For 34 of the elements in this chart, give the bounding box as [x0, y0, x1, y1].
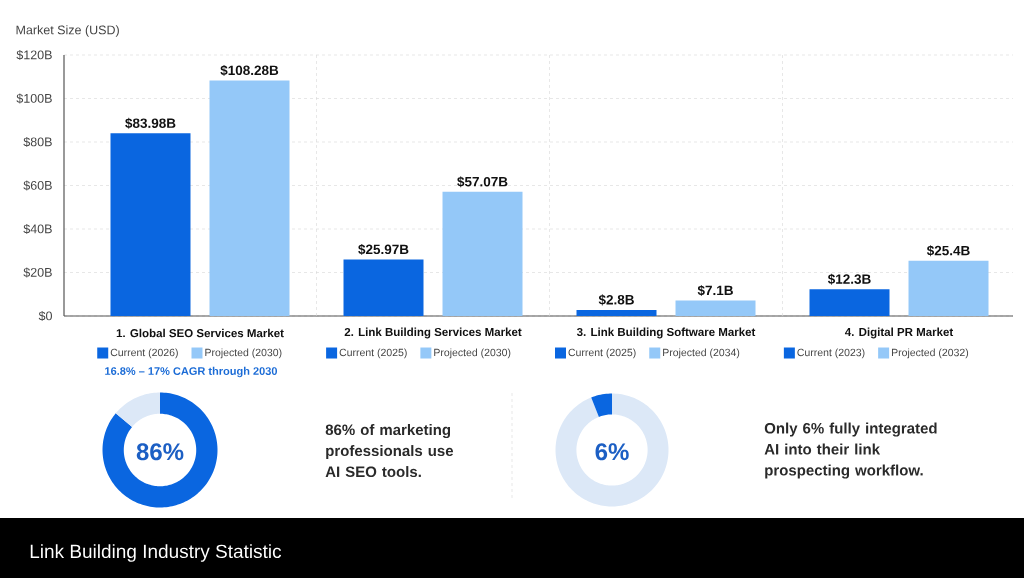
- y-tick-label: $100B: [16, 93, 52, 104]
- y-tick-label: $80B: [23, 136, 52, 148]
- legend-label: Projected (2032): [891, 348, 969, 359]
- text: Link Building Industry Statistic: [30, 544, 282, 562]
- legend-label: Current (2025): [568, 348, 636, 359]
- data-label: $7.1B: [697, 285, 733, 297]
- data-label: $83.98B: [125, 117, 176, 129]
- legend-label: Projected (2030): [205, 348, 282, 359]
- y-tick-label: $60B: [23, 180, 52, 191]
- text: Only 6% fully integrated AI into their link prospecting workflow.: [764, 422, 937, 479]
- data-label: $108.28B: [220, 64, 279, 76]
- data-label: $25.4B: [926, 245, 970, 257]
- text: 86%: [136, 443, 184, 461]
- data-label: $57.07B: [457, 176, 508, 188]
- y-tick-label: $20B: [23, 267, 52, 278]
- data-label: $2.8B: [598, 294, 634, 306]
- text: 86% of marketing professionals use AI SEO tools.: [325, 424, 454, 478]
- y-tick-label: $40B: [23, 223, 52, 235]
- y-tick-label: $120B: [16, 49, 52, 61]
- legend-label: Current (2026): [110, 348, 178, 359]
- data-label: $25.97B: [358, 243, 409, 255]
- x-tick-label: 1. Global SEO Services Market: [116, 328, 284, 338]
- text: 16.8% – 17% CAGR through 2030: [105, 366, 278, 378]
- legend-label: Current (2025): [339, 348, 407, 359]
- legend-label: Current (2023): [797, 348, 865, 359]
- legend-label: Projected (2034): [663, 348, 740, 359]
- legend-label: Projected (2030): [434, 348, 511, 359]
- y-tick-label: $0: [38, 310, 52, 322]
- data-label: $12.3B: [827, 273, 871, 285]
- text: 6%: [595, 443, 629, 461]
- y-axis-title: Market Size (USD): [16, 25, 119, 37]
- x-tick-label: 4. Digital PR Market: [844, 327, 954, 339]
- x-tick-label: 3. Link Building Software Market: [576, 327, 756, 339]
- x-tick-label: 2. Link Building Services Market: [344, 327, 522, 339]
